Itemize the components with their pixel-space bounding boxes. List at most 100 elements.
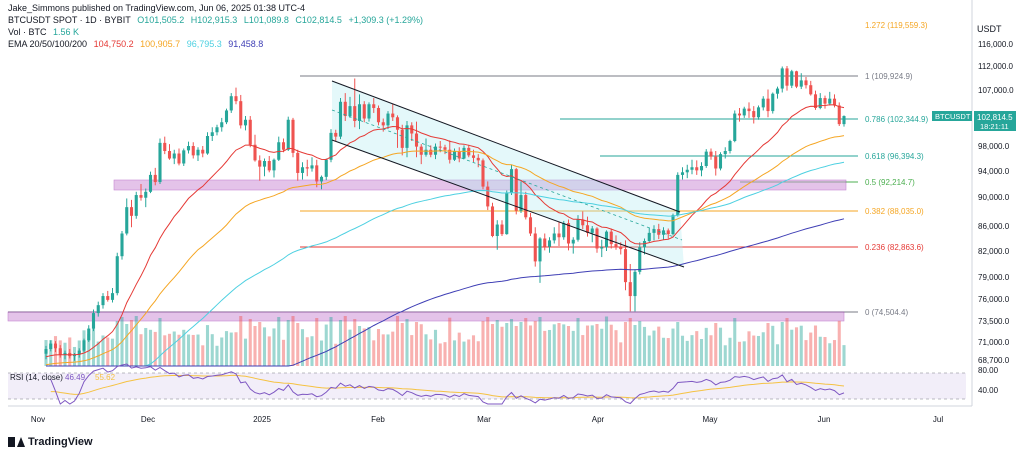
rsi-label: RSI (14, close) [10,373,63,382]
volume-bar [704,327,708,366]
volume-bar [600,328,604,366]
volume-bar [348,329,352,366]
volume-bar [87,334,91,366]
candle-body [253,144,257,161]
volume-bar [215,345,219,366]
candle-body [723,151,727,155]
volume-bar [676,322,680,366]
descending-channel [332,81,684,267]
volume-bar [205,325,210,366]
volume-bar [362,328,366,366]
time-tick-label: Mar [477,415,491,424]
candle-body [395,117,400,130]
volume-bar [153,331,157,366]
candle-body [481,160,485,187]
candle-body [614,244,618,248]
channel-upper-line [331,80,681,213]
candle-body [685,169,689,173]
candle-body [452,151,457,160]
candle-body [281,142,286,150]
candle-body [87,328,91,341]
volume-bar [429,339,433,366]
candle-body [191,146,195,156]
volume-bar [338,320,343,366]
volume-bar [666,338,670,366]
candle-body [234,96,238,102]
price-tick-label: 68,700.0 [978,356,1010,365]
volume-bar [448,317,452,366]
candle-body [804,80,808,86]
candle-body [571,239,575,244]
change-value: +1,309.3 (+1.29%) [348,15,424,25]
volume-bar [785,318,789,366]
candle-body [471,155,476,158]
fib-level-label: 1 (109,924.9) [865,72,913,81]
volume-bar [557,323,561,366]
volume-bar [210,334,214,366]
candle-body [153,174,157,183]
time-tick-label: Nov [31,415,45,424]
symbol-label: BTCUSDT SPOT · 1D · BYBIT [8,15,131,25]
volume-bar [182,329,186,366]
volume-bar [818,336,822,366]
candle-body [505,192,509,235]
volume-bar [129,320,134,366]
volume-bar [305,337,309,366]
price-tick-label: 112,000.0 [978,62,1014,71]
candle-body [177,153,181,164]
candle-body [718,154,723,169]
fib-level-label: 0.382 (88,035.0) [865,207,924,216]
candle-body [562,223,566,238]
volume-bar [486,317,490,366]
candle-body [576,219,580,240]
volume-bar [148,329,153,366]
volume-bar [657,326,661,366]
ema200-line [46,218,845,367]
volume-bar [642,326,647,366]
candle-body [77,350,81,355]
candle-body [600,247,604,249]
volume-bar [505,323,509,366]
volume-bar [614,330,618,366]
volume-bar [813,325,818,366]
volume-bar [144,327,148,366]
volume-bar [652,330,656,366]
candle-body [785,68,789,86]
volume-bar [196,334,200,366]
volume-bar [315,318,319,366]
candle-body [310,165,314,169]
ema50-line [45,135,845,366]
candle-body [543,238,547,247]
volume-bar [367,327,371,366]
volume-bar [419,324,423,366]
fib-level-label: 0 (74,504.4) [865,308,908,317]
time-tick-label: 2025 [253,415,271,424]
volume-bar [177,334,181,366]
volume-bar [395,316,400,366]
candle-body [761,98,765,108]
candle-body [756,107,761,118]
candle-body [58,348,62,355]
candle-body [647,232,651,241]
candle-body [547,240,552,247]
volume-bar [543,330,547,366]
volume-bar [277,317,281,366]
volume-bar [595,324,599,366]
candle-body [690,167,694,170]
candle-body [771,93,775,112]
volume-bar [718,327,723,366]
volume-bar [414,322,419,366]
volume-bar [771,325,775,366]
candle-body [661,230,666,235]
candle-body [837,105,841,125]
candle-body [186,146,191,151]
tradingview-logo[interactable]: TradingView [8,436,93,448]
candle-body [53,343,58,349]
volume-bar [552,324,556,366]
svg-text:BTCUSDT: BTCUSDT [935,112,971,121]
candle-body [286,119,290,150]
price-tick-label: 76,000.0 [978,295,1010,304]
candle-body [220,122,224,128]
candle-body [248,119,252,145]
